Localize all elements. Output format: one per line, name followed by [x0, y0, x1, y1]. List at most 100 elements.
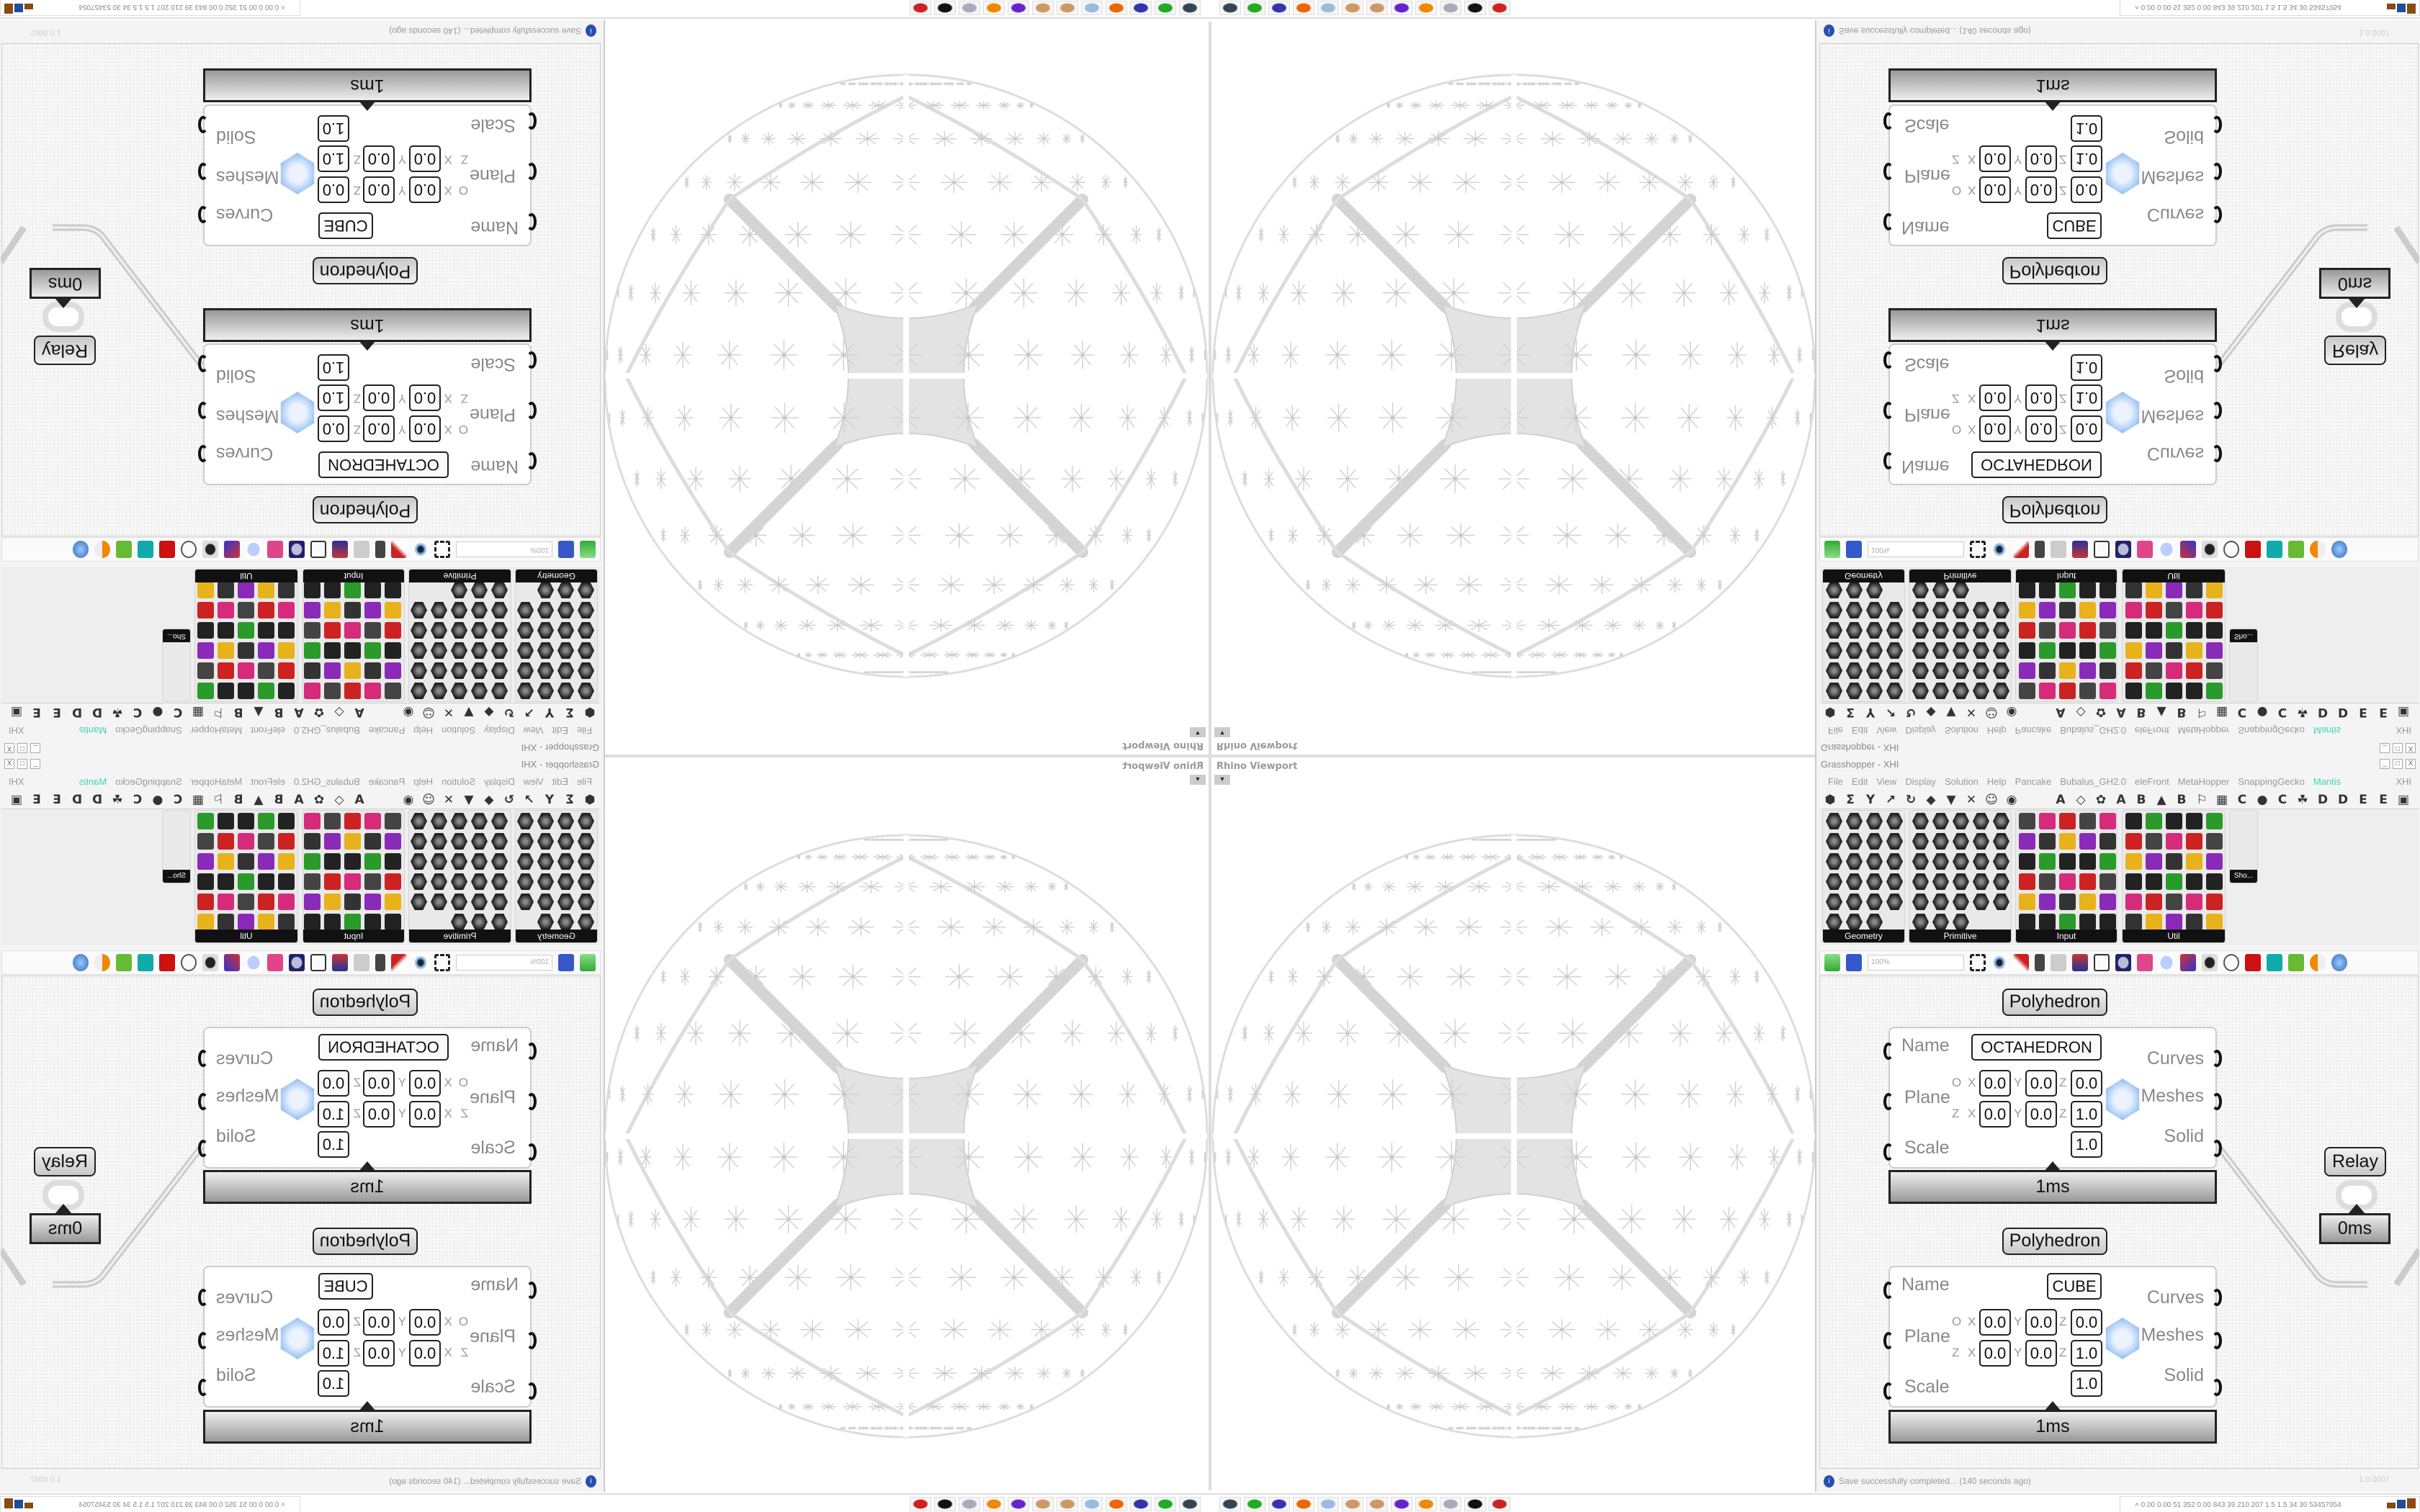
red-box-icon[interactable]: [2245, 541, 2261, 558]
input-grip[interactable]: [526, 351, 537, 369]
component-icon[interactable]: [557, 582, 574, 598]
component-icon[interactable]: [2125, 602, 2142, 618]
close-button[interactable]: X: [2406, 743, 2416, 753]
component-icon[interactable]: [364, 582, 381, 598]
component-icon[interactable]: [2059, 622, 2076, 639]
component-icon[interactable]: [2206, 833, 2223, 850]
ribbon-tab-icon[interactable]: D: [91, 705, 103, 720]
origin-value[interactable]: 0.0: [363, 415, 395, 442]
bake-icon[interactable]: [202, 541, 218, 558]
component-title[interactable]: Polyhedron: [313, 257, 418, 284]
component-icon[interactable]: [304, 662, 321, 679]
sketch-icon[interactable]: [391, 541, 407, 558]
search-icon[interactable]: [289, 541, 305, 558]
component-icon[interactable]: [344, 894, 361, 910]
origin-value[interactable]: 0.0: [363, 1309, 395, 1336]
output-grip[interactable]: [2212, 1379, 2222, 1396]
component-icon[interactable]: [1826, 642, 1842, 659]
component-icon[interactable]: [1826, 833, 1842, 850]
origin-value[interactable]: 0.0: [318, 176, 349, 203]
component-icon[interactable]: [304, 683, 321, 699]
component-icon[interactable]: [411, 894, 427, 910]
component-icon[interactable]: [364, 833, 381, 850]
zaxis-value[interactable]: 1.0: [318, 1101, 349, 1128]
taskbar-paint-icon[interactable]: [1032, 1, 1054, 15]
component-icon[interactable]: [578, 853, 594, 870]
component-icon[interactable]: [218, 622, 234, 639]
output-grip[interactable]: [198, 1332, 208, 1349]
component-icon[interactable]: [1993, 873, 2009, 890]
component-icon[interactable]: [2125, 873, 2142, 890]
component-icon[interactable]: [537, 582, 554, 598]
origin-value[interactable]: 0.0: [2071, 1070, 2102, 1097]
output-grip[interactable]: [2212, 402, 2222, 419]
origin-value[interactable]: 0.0: [409, 415, 441, 442]
component-icon[interactable]: [451, 914, 467, 930]
component-icon[interactable]: [2166, 683, 2182, 699]
component-icon[interactable]: [1973, 873, 1989, 890]
ribbon-tab-icon[interactable]: B: [274, 792, 284, 807]
rhino-viewport[interactable]: Rhino Viewport ▾: [1210, 22, 1816, 756]
ribbon-panel-label[interactable]: Util: [2123, 930, 2225, 942]
zaxis-value[interactable]: 0.0: [409, 384, 441, 411]
component-icon[interactable]: [1932, 662, 1949, 679]
ribbon-tab-icon[interactable]: B: [2136, 705, 2146, 720]
minimize-button[interactable]: _: [2380, 743, 2390, 753]
wire-icon[interactable]: [181, 954, 197, 971]
component-icon[interactable]: [1866, 853, 1883, 870]
menu-metahopper[interactable]: MetaHopper: [190, 725, 243, 736]
component-icon[interactable]: [1912, 602, 1929, 618]
component-icon[interactable]: [385, 683, 401, 699]
component-icon[interactable]: [2099, 853, 2116, 870]
surface-icon[interactable]: [2267, 541, 2282, 558]
component-icon[interactable]: [1826, 622, 1842, 639]
taskbar-blender-icon[interactable]: [983, 1, 1005, 15]
component-icon[interactable]: [411, 853, 427, 870]
menu-file[interactable]: File: [1828, 725, 1843, 736]
component-icon[interactable]: [1953, 914, 1969, 930]
component-icon[interactable]: [1953, 873, 1969, 890]
component-icon[interactable]: [2099, 914, 2116, 930]
component-icon[interactable]: [324, 813, 341, 829]
component-icon[interactable]: [491, 642, 508, 659]
input-grip[interactable]: [1883, 1282, 1894, 1299]
component-icon[interactable]: [2099, 873, 2116, 890]
save-icon[interactable]: [1846, 541, 1862, 558]
component-icon[interactable]: [1866, 833, 1883, 850]
component-icon[interactable]: [557, 813, 574, 829]
ribbon-tab-icon[interactable]: A: [2116, 705, 2126, 720]
ribbon-tab-icon[interactable]: A: [354, 792, 364, 807]
component-title[interactable]: Polyhedron: [2002, 496, 2107, 523]
ribbon-tab-icon[interactable]: ☺: [1985, 705, 1998, 720]
component-icon[interactable]: [197, 642, 214, 659]
component-icon[interactable]: [238, 662, 254, 679]
menu-edit[interactable]: Edit: [552, 776, 569, 787]
component-icon[interactable]: [364, 853, 381, 870]
component-icon[interactable]: [491, 914, 508, 930]
component-icon[interactable]: [431, 853, 447, 870]
origin-value[interactable]: 0.0: [1979, 1309, 2011, 1336]
maximize-button[interactable]: □: [17, 759, 27, 769]
component-icon[interactable]: [1993, 853, 2009, 870]
component-icon[interactable]: [491, 853, 508, 870]
menu-mantis[interactable]: Mantis: [79, 725, 107, 736]
component-icon[interactable]: [557, 853, 574, 870]
component-icon[interactable]: [578, 622, 594, 639]
ribbon-tab-icon[interactable]: ⬢: [1824, 792, 1836, 807]
taskbar-rhino-icon[interactable]: [934, 1, 956, 15]
maximize-button[interactable]: □: [17, 743, 27, 753]
component-icon[interactable]: [1993, 833, 2009, 850]
component-icon[interactable]: [238, 642, 254, 659]
component-icon[interactable]: [197, 813, 214, 829]
ribbon-tab-icon[interactable]: Y: [1865, 705, 1876, 720]
shade-icon[interactable]: [94, 541, 110, 558]
origin-value[interactable]: 0.0: [1979, 415, 2011, 442]
component-icon[interactable]: [2166, 582, 2182, 598]
grasshopper-canvas[interactable]: Polyhedron Name Plane Scale OCTAHEDRON O X Y Z 0.…: [1819, 976, 2419, 1469]
component-icon[interactable]: [517, 853, 534, 870]
taskbar-paint-icon[interactable]: [1366, 1497, 1388, 1511]
component-icon[interactable]: [1973, 622, 1989, 639]
component-icon[interactable]: [1912, 873, 1929, 890]
taskbar-settings-gear-icon[interactable]: [1489, 1, 1510, 15]
component-icon[interactable]: [411, 813, 427, 829]
